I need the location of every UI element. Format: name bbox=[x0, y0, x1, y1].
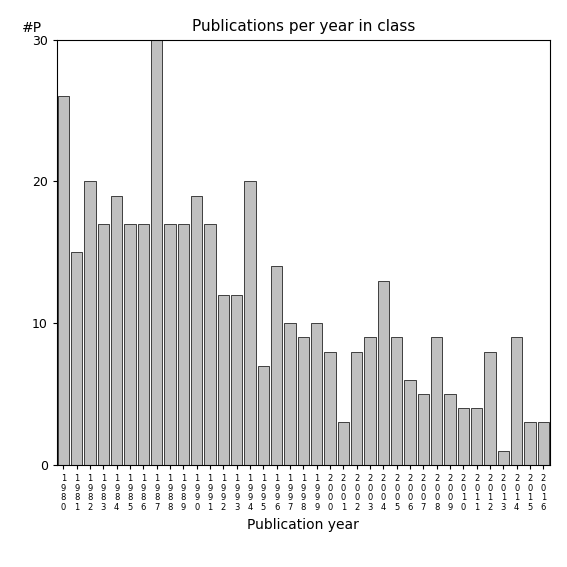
Bar bbox=[84, 181, 96, 465]
Bar bbox=[98, 224, 109, 465]
Bar bbox=[351, 352, 362, 465]
Bar bbox=[404, 380, 416, 465]
Bar bbox=[418, 394, 429, 465]
Bar bbox=[257, 366, 269, 465]
Bar bbox=[378, 281, 389, 465]
Bar bbox=[231, 295, 242, 465]
Bar bbox=[311, 323, 323, 465]
Bar bbox=[391, 337, 403, 465]
Bar bbox=[511, 337, 522, 465]
Bar bbox=[58, 96, 69, 465]
Bar bbox=[138, 224, 149, 465]
Title: Publications per year in class: Publications per year in class bbox=[192, 19, 415, 35]
Bar bbox=[538, 422, 549, 465]
Bar bbox=[338, 422, 349, 465]
Bar bbox=[471, 408, 483, 465]
Bar bbox=[484, 352, 496, 465]
Bar bbox=[164, 224, 176, 465]
Bar bbox=[498, 451, 509, 465]
X-axis label: Publication year: Publication year bbox=[247, 518, 359, 532]
Bar bbox=[204, 224, 215, 465]
Bar bbox=[218, 295, 229, 465]
Bar bbox=[365, 337, 376, 465]
Bar bbox=[324, 352, 336, 465]
Bar bbox=[177, 224, 189, 465]
Bar bbox=[151, 40, 162, 465]
Bar bbox=[271, 266, 282, 465]
Bar bbox=[284, 323, 295, 465]
Bar bbox=[445, 394, 456, 465]
Bar bbox=[458, 408, 469, 465]
Bar bbox=[244, 181, 256, 465]
Bar bbox=[191, 196, 202, 465]
Text: #P: #P bbox=[22, 22, 43, 35]
Bar bbox=[298, 337, 309, 465]
Bar bbox=[111, 196, 122, 465]
Bar bbox=[71, 252, 82, 465]
Bar bbox=[431, 337, 442, 465]
Bar bbox=[524, 422, 536, 465]
Bar bbox=[124, 224, 136, 465]
